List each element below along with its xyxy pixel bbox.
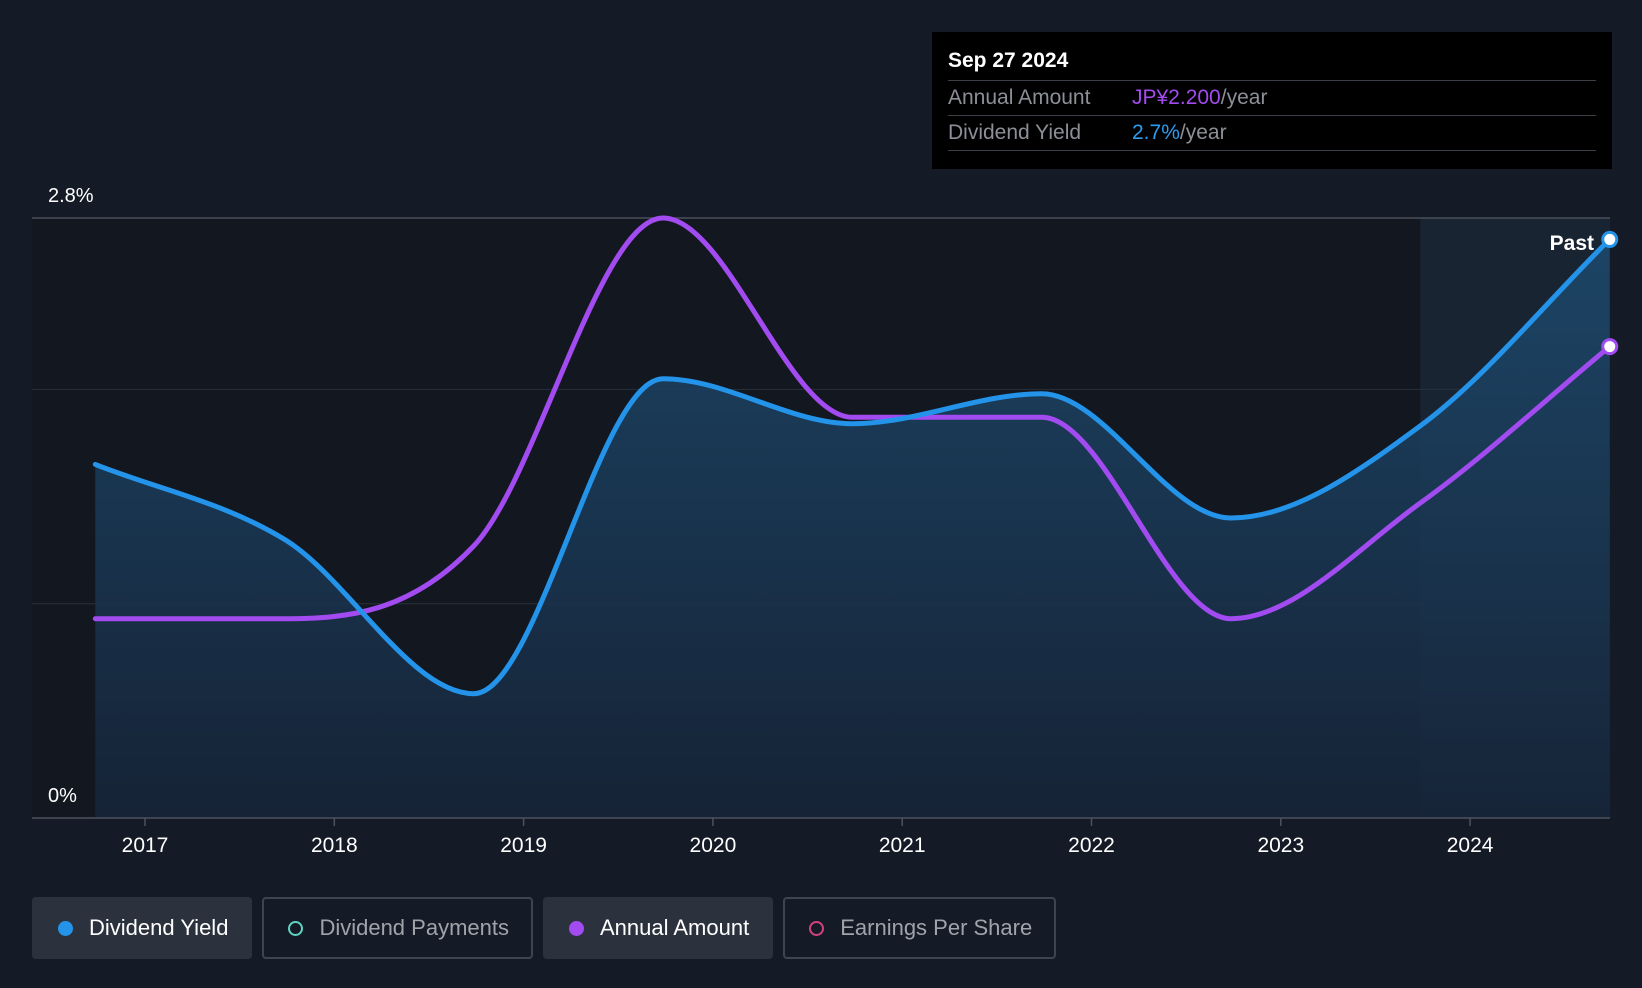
dividend-yield-dot-icon — [58, 920, 73, 936]
tooltip-row-dividend-yield: Dividend Yield 2.7% /year — [948, 115, 1596, 151]
legend-label: Dividend Yield — [89, 915, 229, 940]
dividend-yield-area — [95, 239, 1610, 818]
past-label: Past — [1550, 232, 1594, 255]
legend-label: Dividend Payments — [319, 915, 509, 940]
x-tick-label: 2022 — [1068, 834, 1115, 857]
tooltip-label: Annual Amount — [948, 86, 1091, 109]
x-tick-label: 2019 — [500, 834, 547, 857]
x-tick-label: 2018 — [311, 834, 358, 857]
tooltip-date: Sep 27 2024 — [948, 49, 1069, 72]
tooltip: Sep 27 2024 Annual Amount JP¥2.200 /year… — [932, 32, 1612, 169]
tooltip-unit: /year — [1220, 86, 1268, 109]
x-tick-label: 2024 — [1447, 834, 1494, 857]
tooltip-value: JP¥2.200 — [1132, 86, 1221, 109]
series-end-marker — [1601, 230, 1619, 248]
legend-item-annual-amount[interactable]: Annual Amount — [542, 897, 774, 959]
dividend-payments-circle-icon — [288, 920, 304, 936]
y-axis-label: 0% — [48, 785, 77, 807]
tooltip-label: Dividend Yield — [948, 121, 1082, 144]
legend: Dividend Yield Dividend Payments Annual … — [32, 897, 1057, 959]
series-end-markers — [1601, 230, 1619, 356]
tooltip-unit: /year — [1179, 121, 1227, 144]
legend-label: Earnings Per Share — [840, 915, 1033, 940]
legend-item-dividend-yield[interactable]: Dividend Yield — [32, 897, 253, 959]
y-axis-label: 2.8% — [48, 185, 94, 207]
tooltip-row-annual-amount: Annual Amount JP¥2.200 /year — [948, 80, 1596, 115]
legend-label: Annual Amount — [599, 915, 750, 940]
legend-item-dividend-payments[interactable]: Dividend Payments — [262, 897, 533, 959]
annual-amount-line — [92, 215, 1613, 622]
series-end-marker — [1601, 338, 1619, 356]
x-tick-label: 2021 — [879, 834, 926, 857]
y-axis-labels: 2.8% 0% — [48, 185, 94, 807]
x-axis-ticks: 2017 2018 2019 2020 2021 2022 2023 2024 — [122, 818, 1494, 857]
annual-amount-dot-icon — [568, 920, 584, 936]
x-tick-label: 2020 — [690, 834, 737, 857]
tooltip-value: 2.7% — [1132, 121, 1180, 144]
x-tick-label: 2023 — [1257, 834, 1304, 857]
earnings-per-share-circle-icon — [809, 920, 825, 936]
x-tick-label: 2017 — [122, 834, 169, 857]
legend-item-earnings-per-share[interactable]: Earnings Per Share — [783, 897, 1057, 959]
dividend-yield-line — [92, 236, 1613, 697]
